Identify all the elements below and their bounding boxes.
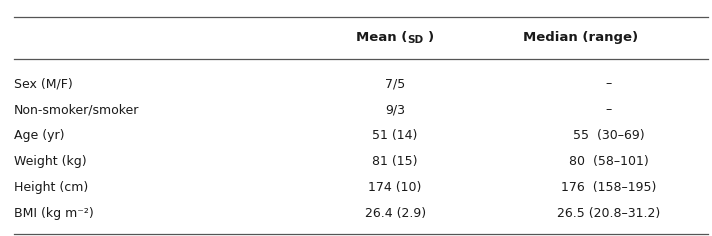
Text: Sex (M/F): Sex (M/F)	[14, 77, 73, 90]
Text: 26.4 (2.9): 26.4 (2.9)	[365, 207, 426, 220]
Text: 176  (158–195): 176 (158–195)	[561, 181, 656, 194]
Text: 51 (14): 51 (14)	[372, 129, 418, 142]
Text: BMI (kg m⁻²): BMI (kg m⁻²)	[14, 207, 94, 220]
Text: 9/3: 9/3	[385, 103, 405, 116]
Text: Non-smoker/smoker: Non-smoker/smoker	[14, 103, 140, 116]
Text: Weight (kg): Weight (kg)	[14, 155, 87, 168]
Text: Mean (: Mean (	[356, 31, 407, 44]
Text: Age (yr): Age (yr)	[14, 129, 65, 142]
Text: 26.5 (20.8–31.2): 26.5 (20.8–31.2)	[557, 207, 661, 220]
Text: Median (range): Median (range)	[523, 31, 639, 44]
Text: ): )	[428, 31, 434, 44]
Text: 81 (15): 81 (15)	[372, 155, 418, 168]
Text: 55  (30–69): 55 (30–69)	[573, 129, 644, 142]
Text: Height (cm): Height (cm)	[14, 181, 88, 194]
Text: 174 (10): 174 (10)	[369, 181, 422, 194]
Text: 7/5: 7/5	[385, 77, 405, 90]
Text: –: –	[606, 103, 612, 116]
Text: SD: SD	[407, 35, 424, 45]
Text: 80  (58–101): 80 (58–101)	[569, 155, 649, 168]
Text: –: –	[606, 77, 612, 90]
